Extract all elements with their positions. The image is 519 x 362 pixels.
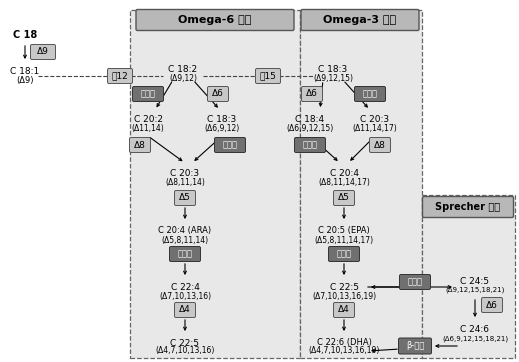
Text: C 20:3: C 20:3 xyxy=(360,115,390,125)
Text: 㥉12: 㥉12 xyxy=(112,72,128,80)
FancyBboxPatch shape xyxy=(132,87,163,101)
FancyBboxPatch shape xyxy=(170,247,200,261)
Text: (Δ8,11,14,17): (Δ8,11,14,17) xyxy=(318,178,370,188)
Text: (Δ6,9,12): (Δ6,9,12) xyxy=(204,125,240,134)
Text: Δ6: Δ6 xyxy=(486,300,498,310)
Text: C 22:4: C 22:4 xyxy=(171,282,199,291)
FancyBboxPatch shape xyxy=(354,87,386,101)
FancyBboxPatch shape xyxy=(136,9,294,30)
Text: (Δ6,9,12,15,18,21): (Δ6,9,12,15,18,21) xyxy=(442,336,508,342)
Text: (Δ5,8,11,14): (Δ5,8,11,14) xyxy=(161,236,209,244)
Text: C 18: C 18 xyxy=(13,30,37,40)
Text: β-氧化: β-氧化 xyxy=(406,341,424,350)
Text: C 20:4 (ARA): C 20:4 (ARA) xyxy=(158,227,212,236)
Text: Omega-6 途径: Omega-6 途径 xyxy=(179,15,252,25)
Text: Δ8: Δ8 xyxy=(134,140,146,150)
Text: 延长酶: 延长酶 xyxy=(177,249,193,258)
Text: (Δ4,7,10,13,16): (Δ4,7,10,13,16) xyxy=(155,346,215,355)
Text: C 22:5: C 22:5 xyxy=(171,338,199,348)
Text: 延长酶: 延长酶 xyxy=(407,278,422,286)
Text: (Δ6,9,12,15): (Δ6,9,12,15) xyxy=(286,125,334,134)
Text: (Δ9,12,15,18,21): (Δ9,12,15,18,21) xyxy=(445,287,504,293)
Text: C 18:3: C 18:3 xyxy=(208,115,237,125)
FancyBboxPatch shape xyxy=(174,303,196,317)
Text: Δ4: Δ4 xyxy=(338,306,350,315)
Text: (Δ9,12): (Δ9,12) xyxy=(169,75,197,84)
FancyBboxPatch shape xyxy=(422,197,513,218)
Text: 㥉15: 㥉15 xyxy=(260,72,277,80)
FancyBboxPatch shape xyxy=(334,303,354,317)
Text: 延长酶: 延长酶 xyxy=(362,89,377,98)
Text: (Δ11,14,17): (Δ11,14,17) xyxy=(352,125,398,134)
Text: Δ4: Δ4 xyxy=(179,306,191,315)
Text: (Δ7,10,13,16,19): (Δ7,10,13,16,19) xyxy=(312,291,376,300)
Text: Δ5: Δ5 xyxy=(338,194,350,202)
Text: C 18:3: C 18:3 xyxy=(318,66,348,75)
FancyBboxPatch shape xyxy=(130,138,151,152)
FancyBboxPatch shape xyxy=(301,9,419,30)
FancyBboxPatch shape xyxy=(31,45,56,59)
Text: C 20:3: C 20:3 xyxy=(170,169,200,178)
FancyBboxPatch shape xyxy=(107,68,132,84)
FancyBboxPatch shape xyxy=(400,274,430,290)
FancyBboxPatch shape xyxy=(399,338,431,354)
Text: Sprecher 途径: Sprecher 途径 xyxy=(435,202,500,212)
Text: (Δ7,10,13,16): (Δ7,10,13,16) xyxy=(159,291,211,300)
Text: C 20:5 (EPA): C 20:5 (EPA) xyxy=(318,227,370,236)
Text: Δ6: Δ6 xyxy=(212,89,224,98)
Text: Δ9: Δ9 xyxy=(37,47,49,56)
Text: 延长酶: 延长酶 xyxy=(223,140,238,150)
Text: (Δ4,7,10,13,16,19): (Δ4,7,10,13,16,19) xyxy=(308,346,380,355)
FancyBboxPatch shape xyxy=(255,68,280,84)
FancyBboxPatch shape xyxy=(329,247,360,261)
Text: C 24:6: C 24:6 xyxy=(460,325,489,334)
Text: Omega-3 途径: Omega-3 途径 xyxy=(323,15,397,25)
FancyBboxPatch shape xyxy=(482,298,502,312)
FancyBboxPatch shape xyxy=(370,138,390,152)
FancyBboxPatch shape xyxy=(302,87,322,101)
Text: (Δ5,8,11,14,17): (Δ5,8,11,14,17) xyxy=(315,236,374,244)
Text: (Δ9,12,15): (Δ9,12,15) xyxy=(313,75,353,84)
FancyBboxPatch shape xyxy=(174,190,196,206)
FancyBboxPatch shape xyxy=(294,138,325,152)
Text: C 24:5: C 24:5 xyxy=(460,277,489,286)
Text: C 20:2: C 20:2 xyxy=(133,115,162,125)
FancyBboxPatch shape xyxy=(130,10,300,358)
Text: C 18:1: C 18:1 xyxy=(10,67,39,76)
Text: Δ6: Δ6 xyxy=(306,89,318,98)
Text: 延长酶: 延长酶 xyxy=(303,140,318,150)
Text: C 18:2: C 18:2 xyxy=(169,66,198,75)
Text: C 20:4: C 20:4 xyxy=(330,169,359,178)
Text: (Δ8,11,14): (Δ8,11,14) xyxy=(165,178,205,188)
Text: (Δ11,14): (Δ11,14) xyxy=(132,125,165,134)
FancyBboxPatch shape xyxy=(214,138,245,152)
Text: Δ8: Δ8 xyxy=(374,140,386,150)
FancyBboxPatch shape xyxy=(300,10,422,358)
FancyBboxPatch shape xyxy=(422,195,515,358)
Text: 延长酶: 延长酶 xyxy=(336,249,351,258)
Text: C 22:5: C 22:5 xyxy=(330,282,359,291)
Text: Δ5: Δ5 xyxy=(179,194,191,202)
FancyBboxPatch shape xyxy=(334,190,354,206)
Text: C 18:4: C 18:4 xyxy=(295,115,324,125)
Text: 延长酶: 延长酶 xyxy=(141,89,156,98)
Text: C 22:6 (DHA): C 22:6 (DHA) xyxy=(317,338,372,348)
FancyBboxPatch shape xyxy=(208,87,228,101)
Text: (Δ9): (Δ9) xyxy=(16,76,34,85)
